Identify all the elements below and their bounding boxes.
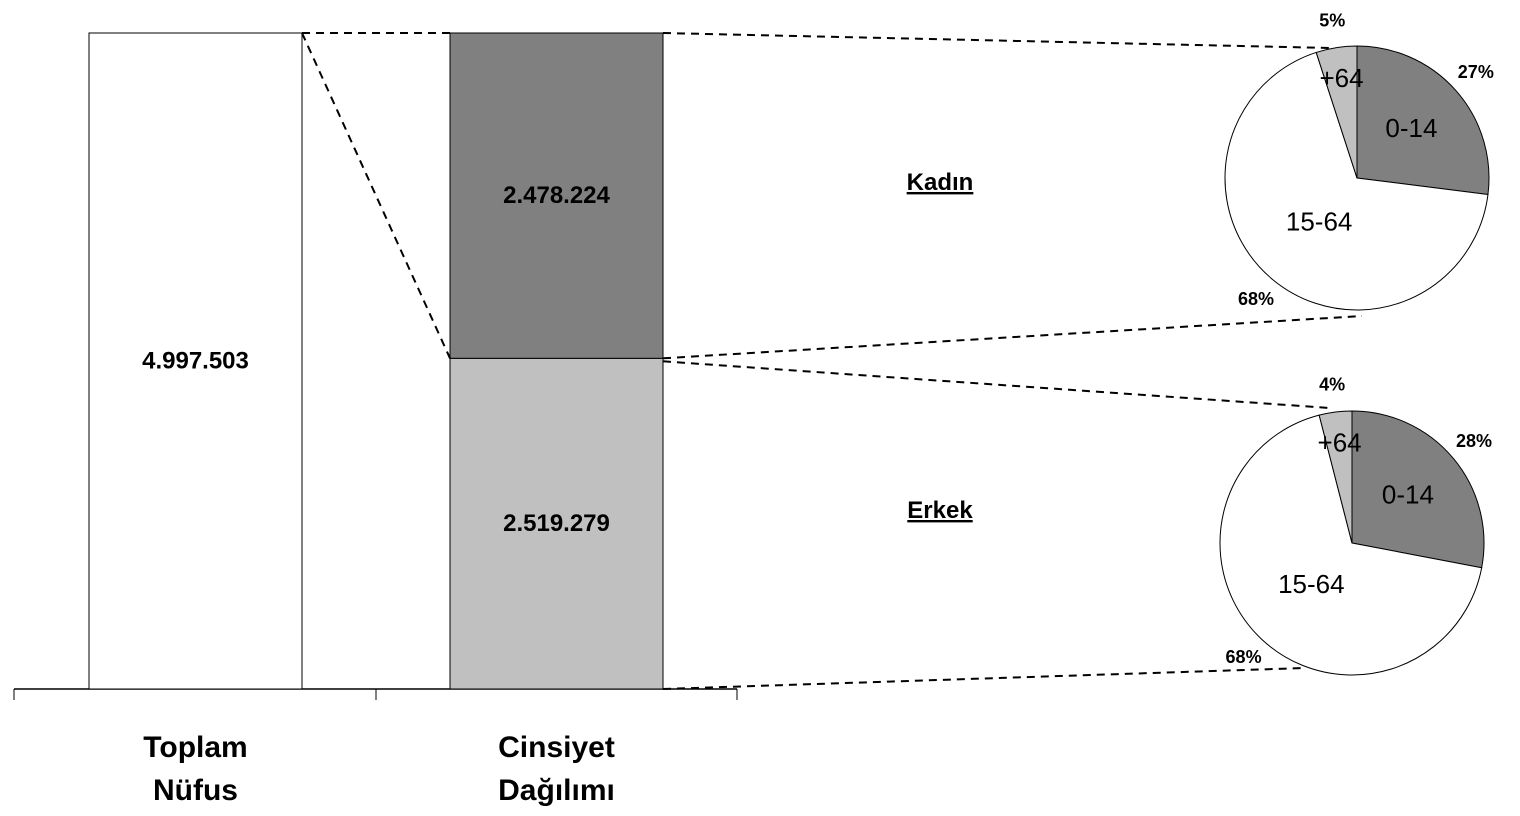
connector [662, 360, 1331, 409]
pie-value-label: 5% [1319, 10, 1345, 30]
pie-slice [1356, 45, 1490, 196]
pie-slice [1219, 414, 1483, 676]
series-label: Erkek [907, 497, 973, 524]
pie-category-label: 15-64 [1286, 207, 1353, 237]
pie-value-label: 4% [1319, 375, 1345, 395]
connector [662, 315, 1363, 360]
pie-category-label: 0-14 [1382, 480, 1434, 510]
value-label: 2.478.224 [503, 182, 610, 209]
pie-value-label: 28% [1456, 431, 1492, 451]
pie-category-label: 15-64 [1278, 569, 1345, 599]
bar [88, 32, 303, 690]
value-label: 2.519.279 [503, 510, 610, 537]
pie-category-label: +64 [1319, 63, 1363, 93]
pie-category-label: 0-14 [1385, 113, 1437, 143]
pie-slice [1224, 51, 1489, 311]
pie-slice [1351, 410, 1485, 569]
bar [449, 32, 664, 359]
connector [662, 32, 1331, 49]
category-label: Toplam Nüfus [143, 731, 248, 807]
pie-slice [1318, 410, 1353, 544]
series-label: Kadın [907, 169, 974, 196]
category-label: Cinsiyet Dağılımı [498, 731, 615, 807]
connector [662, 667, 1306, 690]
pie-category-label: +64 [1318, 428, 1362, 458]
pie-value-label: 27% [1458, 62, 1494, 82]
pie-value-label: 68% [1238, 289, 1274, 309]
pie-slice [1315, 45, 1358, 179]
pie-value-label: 68% [1226, 647, 1262, 667]
connector [301, 32, 451, 359]
bar [449, 357, 664, 690]
value-label: 4.997.503 [142, 347, 249, 374]
